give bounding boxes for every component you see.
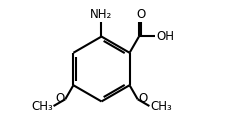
Text: O: O (55, 92, 64, 105)
Text: O: O (136, 8, 145, 21)
Text: CH₃: CH₃ (150, 99, 171, 113)
Text: NH₂: NH₂ (90, 8, 112, 21)
Text: OH: OH (155, 30, 173, 43)
Text: CH₃: CH₃ (31, 99, 53, 113)
Text: O: O (138, 92, 147, 105)
